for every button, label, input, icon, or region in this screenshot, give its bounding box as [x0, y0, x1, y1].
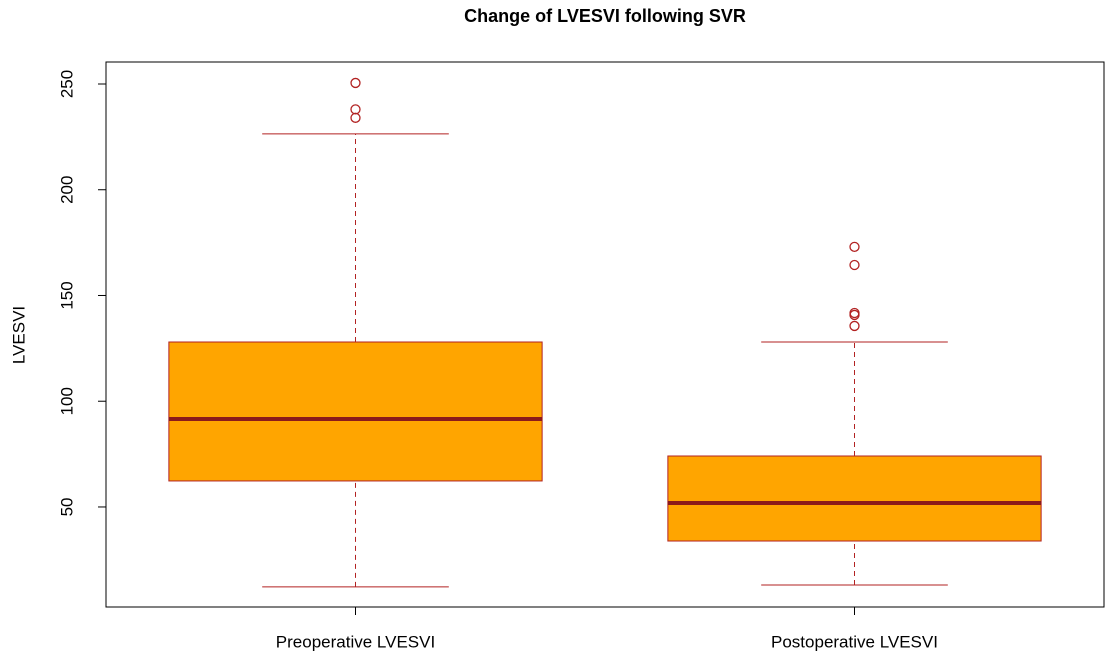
outlier [849, 309, 860, 321]
box [168, 341, 543, 482]
outlier [849, 241, 860, 252]
outlier [350, 112, 361, 123]
y-axis-label: LVESVI [9, 306, 28, 364]
y-tick-label: 200 [57, 176, 76, 204]
outlier [849, 259, 860, 271]
chart-title: Change of LVESVI following SVR [464, 6, 746, 26]
y-tick-label: 50 [57, 498, 76, 517]
x-tick-label: Preoperative LVESVI [276, 632, 435, 651]
y-tick-label: 150 [57, 281, 76, 309]
x-tick-label: Postoperative LVESVI [771, 632, 938, 651]
outlier [350, 77, 361, 89]
plot-frame [105, 61, 1105, 608]
y-tick-label: 250 [57, 70, 76, 98]
outlier [849, 320, 860, 332]
box [667, 455, 1042, 542]
y-tick-label: 100 [57, 387, 76, 415]
outlier [350, 104, 361, 115]
